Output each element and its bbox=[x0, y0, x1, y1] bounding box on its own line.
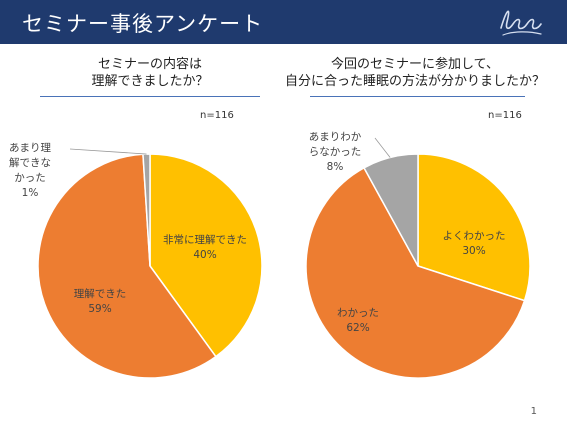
slide-title: セミナー事後アンケート bbox=[22, 12, 264, 36]
data-label-slice-understood-well: よくわかった 30% bbox=[443, 230, 506, 257]
slice-understood bbox=[305, 166, 526, 379]
page-number: 1 bbox=[530, 406, 537, 417]
logo-icon bbox=[500, 10, 542, 36]
chart2-title-line1: 今回のセミナーに参加して、 bbox=[331, 57, 499, 72]
data-label-slice-not-understood: あまり理解できなかった 1% bbox=[9, 142, 51, 199]
chart2-sample-size: n=116 bbox=[488, 110, 522, 121]
data-label-slice-not-understood: あまりわからなかった 8% bbox=[309, 131, 362, 173]
slice-not-understood bbox=[363, 153, 419, 267]
data-label-slice-understood: 理解できた 59% bbox=[74, 287, 127, 315]
leader-line-slice-not-understood bbox=[69, 148, 147, 155]
leader-line-slice-not-understood bbox=[374, 137, 391, 158]
data-label-slice-very-understood: 非常に理解できた 40% bbox=[163, 233, 247, 261]
chart1-title-line2: 理解できましたか？ bbox=[91, 74, 209, 89]
chart1-title: セミナーの内容は 理解できましたか？ bbox=[40, 56, 260, 90]
slice-understood-well bbox=[417, 153, 531, 302]
chart1-divider bbox=[40, 96, 260, 97]
chart2-title-line2: 自分に合った睡眠の方法が分かりましたか？ bbox=[284, 74, 545, 89]
data-label-slice-understood: わかった 62% bbox=[337, 307, 379, 334]
chart1-sample-size: n=116 bbox=[200, 110, 234, 121]
chart2-title: 今回のセミナーに参加して、 自分に合った睡眠の方法が分かりましたか？ bbox=[270, 56, 560, 90]
slice-very-understood bbox=[149, 153, 263, 358]
chart2-divider bbox=[310, 96, 525, 97]
slice-understood bbox=[37, 153, 217, 379]
chart1-title-line1: セミナーの内容は bbox=[97, 57, 202, 72]
slide-header: セミナー事後アンケート bbox=[0, 0, 567, 44]
